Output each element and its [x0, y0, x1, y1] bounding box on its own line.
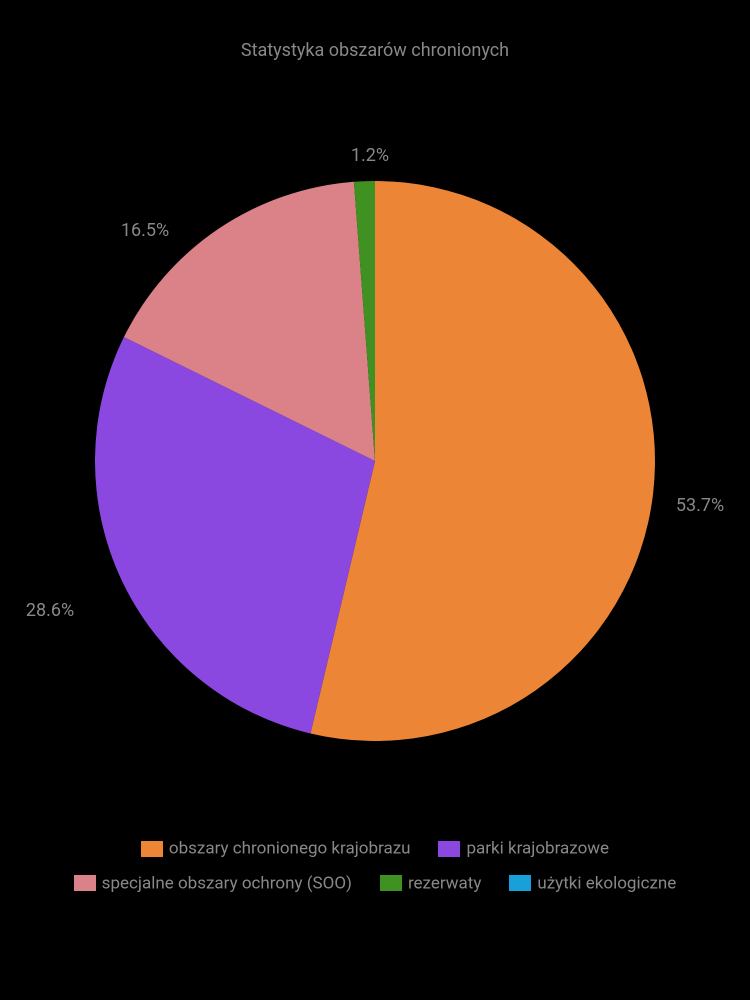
legend-item: użytki ekologiczne [509, 866, 676, 901]
legend-label: użytki ekologiczne [537, 873, 676, 893]
pie-chart-svg: 53.7% 28.6% 16.5% 1.2% [0, 61, 750, 821]
legend-item: specjalne obszary ochrony (SOO) [74, 866, 352, 901]
legend-swatch [509, 875, 531, 891]
legend-swatch [74, 875, 96, 891]
pie-chart-area: 53.7% 28.6% 16.5% 1.2% [0, 61, 750, 821]
legend-label: rezerwaty [408, 873, 481, 893]
slice-label: 53.7% [676, 495, 724, 516]
legend-label: obszary chronionego krajobrazu [169, 839, 411, 859]
legend-item: obszary chronionego krajobrazu [141, 831, 411, 866]
legend-item: parki krajobrazowe [438, 831, 609, 866]
chart-legend: obszary chronionego krajobrazu parki kra… [0, 821, 750, 910]
legend-label: specjalne obszary ochrony (SOO) [102, 873, 352, 893]
legend-label: parki krajobrazowe [466, 839, 609, 859]
chart-title: Statystyka obszarów chronionych [0, 0, 750, 61]
legend-swatch [141, 841, 163, 857]
slice-label: 16.5% [121, 220, 169, 241]
slice-label: 1.2% [351, 145, 389, 166]
legend-item: rezerwaty [380, 866, 481, 901]
slice-label: 28.6% [26, 600, 74, 621]
legend-swatch [438, 841, 460, 857]
legend-swatch [380, 875, 402, 891]
chart-container: Statystyka obszarów chronionych 53.7% 28.… [0, 0, 750, 1000]
